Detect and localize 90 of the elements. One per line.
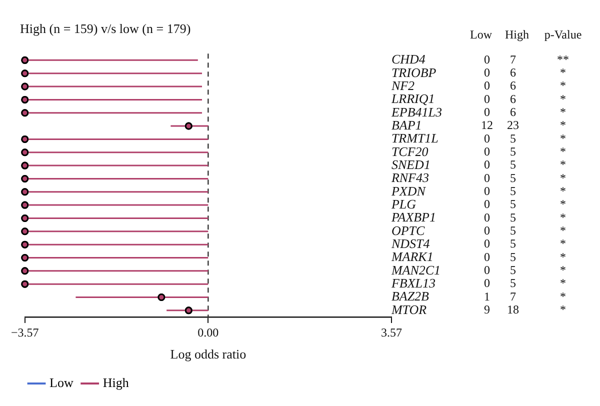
text: 0: [484, 66, 490, 80]
text: 1: [484, 289, 490, 304]
text: 0: [484, 144, 490, 159]
text: *: [560, 105, 566, 120]
text: 0: [484, 276, 490, 290]
text: 5: [510, 144, 516, 159]
text: 7: [510, 289, 516, 304]
text: 0: [484, 224, 490, 238]
x-tick-label: 0.00: [198, 325, 219, 340]
text: *: [560, 92, 566, 106]
text: 0: [484, 158, 490, 172]
text: *: [560, 224, 566, 238]
text: *: [560, 210, 566, 224]
text: 0: [484, 131, 490, 146]
text: 9: [484, 302, 490, 317]
text: 7: [510, 52, 516, 66]
text: 12: [481, 118, 493, 132]
y-tick-label: MTOR: [390, 302, 427, 317]
y-tick-label: RNF43: [390, 170, 430, 186]
text: *: [560, 158, 566, 172]
text: 5: [510, 197, 516, 212]
text: *: [560, 131, 566, 146]
text: *: [560, 263, 566, 278]
y-tick-label: TCF20: [391, 144, 429, 159]
text: 6: [510, 78, 516, 93]
y-tick-label: CHD4: [391, 52, 426, 67]
y-tick-label: NDST4: [390, 236, 430, 251]
text: *: [560, 236, 566, 251]
text: *: [560, 184, 566, 198]
chart-title: High (n = 159) v/s low (n = 179): [20, 21, 191, 36]
text: 5: [510, 224, 516, 238]
text: 0: [484, 197, 490, 212]
y-tick-label: PXDN: [390, 183, 427, 198]
text: 5: [510, 210, 516, 224]
y-tick-label: PAXBP1: [390, 210, 436, 225]
text: *: [560, 118, 566, 132]
text: 0: [484, 210, 490, 224]
legend-label: High: [102, 374, 130, 390]
text: 0: [484, 52, 490, 66]
y-tick-label: TRIOBP: [391, 64, 436, 80]
text: 0: [484, 236, 490, 251]
text: *: [560, 250, 566, 264]
text: 5: [510, 263, 516, 278]
text: 5: [510, 250, 516, 264]
text: 5: [510, 131, 516, 146]
y-tick-label: BAP1: [391, 117, 422, 132]
text: 5: [510, 158, 516, 172]
text: 23: [507, 118, 519, 132]
x-axis-title: Log odds ratio: [170, 346, 246, 362]
text: 0: [484, 250, 490, 264]
text: *: [560, 170, 566, 185]
text: *: [560, 302, 566, 317]
y-tick-label: FBXL13: [390, 275, 436, 290]
text: 5: [510, 184, 516, 198]
text: Low: [470, 27, 492, 42]
text: High: [505, 27, 529, 42]
text: *: [560, 289, 566, 304]
text: 6: [510, 105, 516, 120]
text: p-Value: [544, 27, 582, 42]
y-tick-label: PLG: [390, 196, 417, 212]
text: 0: [484, 78, 490, 93]
text: 5: [510, 276, 516, 290]
text: *: [560, 144, 566, 159]
text: 0: [484, 263, 490, 278]
text: *: [560, 276, 566, 290]
y-tick-label: EPB41L3: [390, 104, 442, 120]
y-tick-label: NF2: [390, 78, 416, 93]
text: 0: [484, 170, 490, 185]
text: 5: [510, 170, 516, 185]
text: 6: [510, 92, 516, 106]
x-tick-label: −3.57: [10, 325, 39, 340]
text: 0: [484, 105, 490, 120]
y-tick-label: TRMT1L: [391, 130, 438, 146]
x-tick-label: 3.57: [380, 325, 402, 340]
text: *: [560, 66, 566, 80]
text: *: [560, 197, 566, 212]
text: *: [560, 78, 566, 93]
y-tick-label: LRRIQ1: [390, 91, 435, 106]
text: 18: [507, 302, 519, 317]
y-tick-label: SNED1: [391, 156, 430, 172]
text: 5: [510, 236, 516, 251]
text: 6: [510, 66, 516, 80]
y-tick-label: MARK1: [390, 249, 434, 264]
legend-label: Low: [50, 374, 74, 390]
y-tick-label: BAZ2B: [391, 288, 430, 304]
text: 0: [484, 184, 490, 198]
text: 0: [484, 92, 490, 106]
text: **: [557, 52, 569, 66]
y-tick-label: OPTC: [391, 222, 426, 238]
y-tick-label: MAN2C1: [390, 262, 441, 278]
